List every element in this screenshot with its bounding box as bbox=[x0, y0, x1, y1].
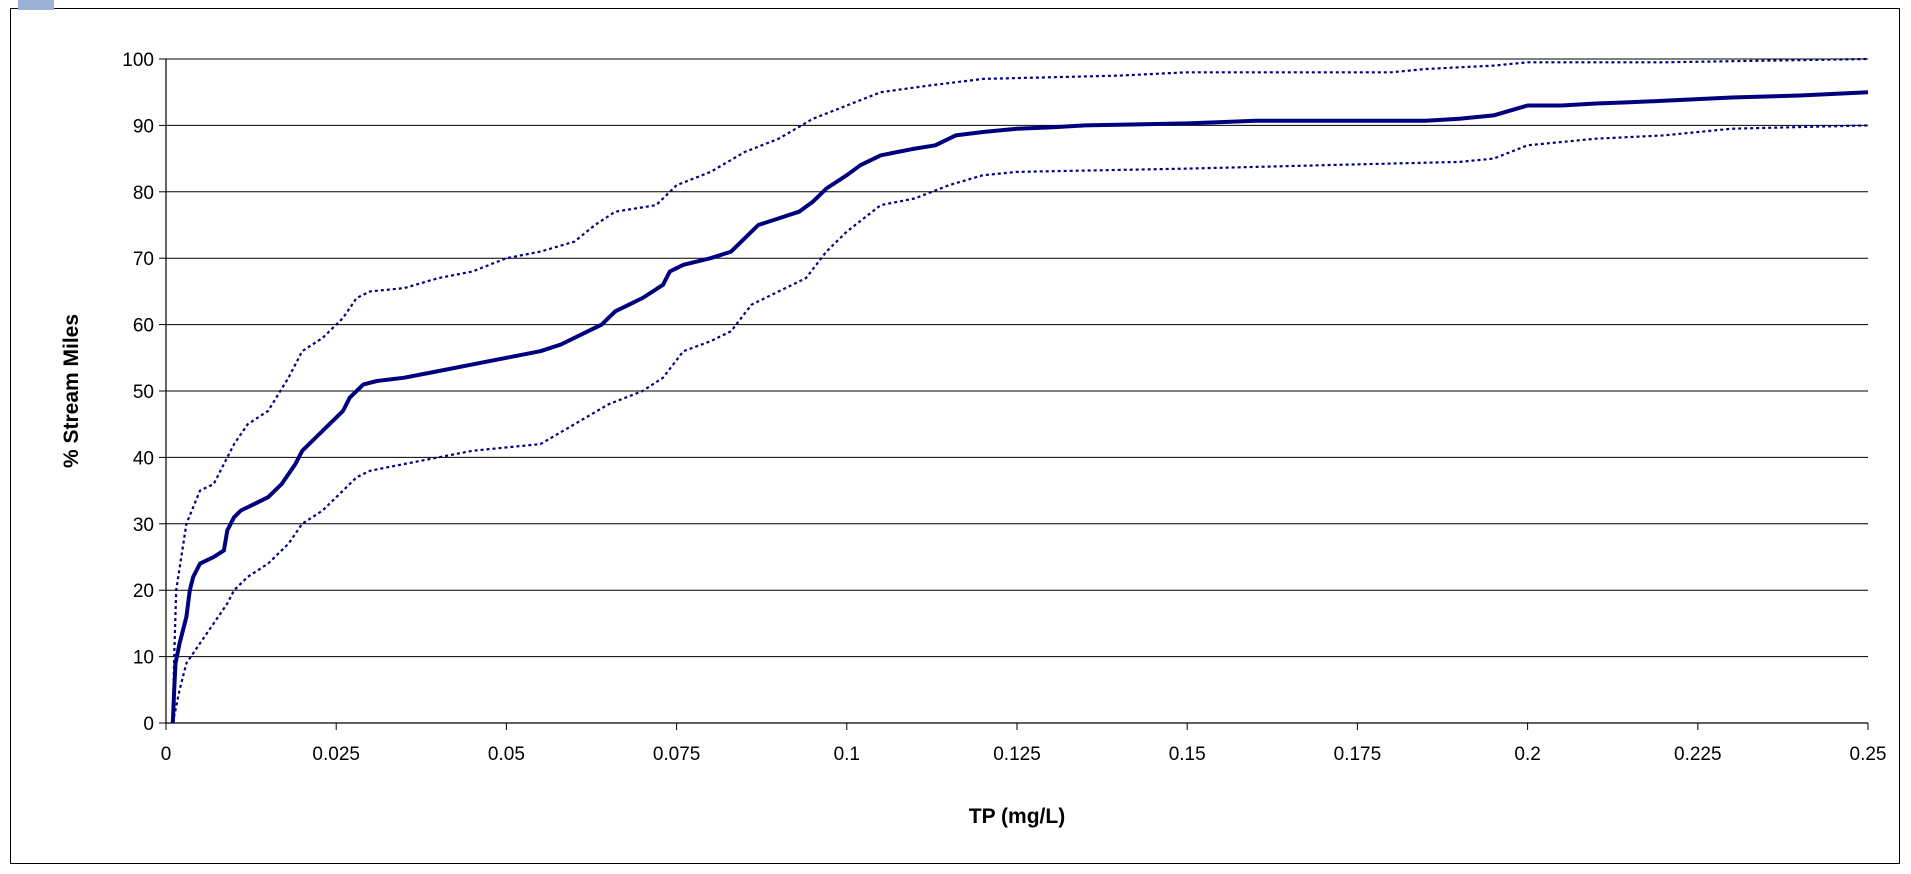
y-tick-label: 40 bbox=[133, 448, 154, 469]
y-tick-label: 80 bbox=[133, 183, 154, 204]
y-tick-label: 20 bbox=[133, 581, 154, 602]
y-tick-label: 100 bbox=[122, 50, 154, 71]
x-tick-label: 0 bbox=[161, 744, 172, 765]
chart-corner-marker bbox=[18, 0, 54, 10]
y-tick-label: 60 bbox=[133, 316, 154, 337]
x-tick-label: 0.15 bbox=[1169, 744, 1206, 765]
x-tick-label: 0.175 bbox=[1334, 744, 1382, 765]
y-tick-label: 50 bbox=[133, 382, 154, 403]
y-tick-label: 30 bbox=[133, 515, 154, 536]
x-tick-label: 0.2 bbox=[1514, 744, 1540, 765]
cdf-line bbox=[170, 90, 1869, 724]
y-tick-label: 0 bbox=[143, 714, 154, 735]
x-tick-label: 0.025 bbox=[312, 744, 360, 765]
y-axis-title: % Stream Miles bbox=[60, 314, 83, 468]
y-tick-label: 70 bbox=[133, 249, 154, 270]
confidence-bound-line bbox=[171, 124, 1869, 724]
x-tick-label: 0.125 bbox=[993, 744, 1041, 765]
y-tick-label: 90 bbox=[133, 116, 154, 137]
x-tick-label: 0.1 bbox=[834, 744, 860, 765]
y-tick-label: 10 bbox=[133, 648, 154, 669]
x-axis-title: TP (mg/L) bbox=[969, 805, 1065, 828]
grid-lines bbox=[166, 58, 1868, 658]
x-tick-label: 0.25 bbox=[1850, 744, 1887, 765]
x-tick-label: 0.05 bbox=[488, 744, 525, 765]
tick-labels: 0 10 20 30 40 50 60 70 80 90 100 0 0.025 0.05 0.075 0.1… bbox=[122, 50, 1886, 765]
series-lines bbox=[170, 57, 1869, 724]
chart-frame bbox=[10, 8, 1900, 864]
axes bbox=[159, 58, 1869, 730]
x-tick-label: 0.225 bbox=[1674, 744, 1722, 765]
confidence-bound-line bbox=[171, 57, 1869, 724]
x-tick-label: 0.075 bbox=[653, 744, 701, 765]
